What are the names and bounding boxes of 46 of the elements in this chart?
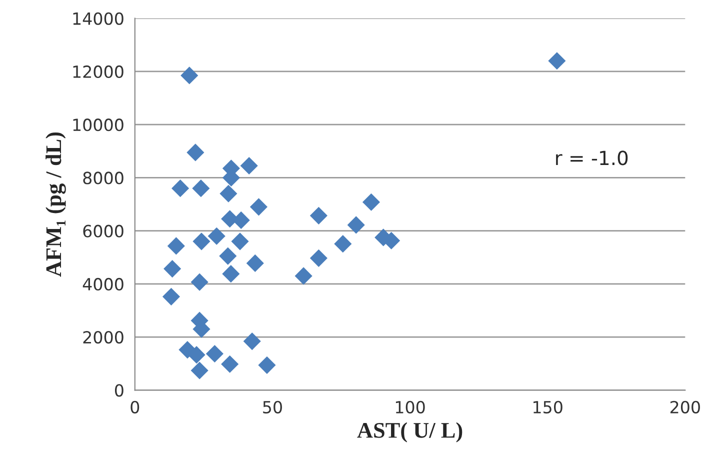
point: [347, 216, 365, 234]
point: [310, 206, 328, 224]
point: [164, 260, 182, 278]
x-tick-label: 200: [670, 400, 700, 414]
point: [310, 249, 328, 267]
point: [192, 180, 210, 198]
y-tick-label: 8000: [83, 172, 124, 184]
point: [186, 144, 204, 162]
point: [167, 237, 185, 255]
point: [208, 227, 226, 245]
point: [231, 232, 249, 250]
y-axis-title: AFM₁ (pg / dL): [46, 132, 66, 277]
y-tick-label: 14000: [73, 12, 124, 25]
point: [188, 346, 206, 364]
point: [220, 184, 238, 202]
x-tick-label: 100: [396, 400, 425, 414]
y-tick-label: 10000: [73, 118, 124, 132]
x-tick-label: 0: [130, 400, 140, 414]
point: [243, 332, 261, 350]
point: [162, 288, 180, 306]
point: [172, 180, 190, 198]
annotation: r = -1.0: [556, 150, 628, 166]
point: [294, 267, 312, 285]
point: [548, 52, 566, 70]
point: [246, 254, 264, 272]
point: [258, 356, 276, 374]
x-axis-title: AST( U/ L): [357, 422, 462, 442]
y-tick-label: 0: [114, 384, 124, 397]
x-tick-label: 50: [263, 400, 282, 414]
point: [362, 193, 380, 211]
point: [206, 344, 224, 363]
point: [192, 232, 210, 250]
point: [334, 235, 352, 253]
point: [222, 265, 240, 283]
y-tick-label: 4000: [82, 278, 124, 290]
point: [221, 355, 239, 373]
x-tick-label: 150: [534, 400, 562, 414]
y-tick-label: 2000: [83, 331, 124, 344]
y-tick-label: 6000: [83, 224, 124, 238]
point: [240, 156, 258, 175]
point: [180, 66, 198, 84]
point: [190, 273, 208, 291]
point: [190, 362, 208, 380]
point: [250, 198, 268, 216]
y-tick-label: 12000: [73, 65, 124, 78]
point: [219, 247, 237, 265]
